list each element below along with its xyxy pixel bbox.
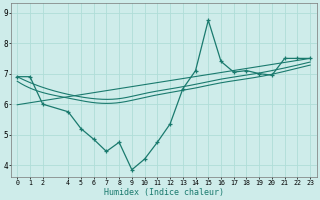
X-axis label: Humidex (Indice chaleur): Humidex (Indice chaleur)	[104, 188, 224, 197]
